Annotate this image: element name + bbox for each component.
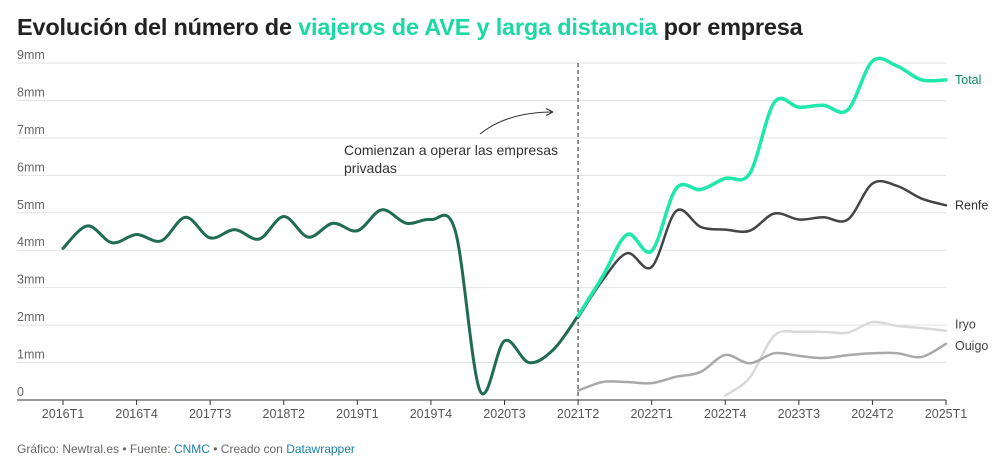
annotation-line-1: Comienzan a operar las empresas xyxy=(344,142,558,158)
y-tick-label: 1mm xyxy=(17,348,45,362)
y-axis: 0 1mm 2mm 3mm 4mm 5mm 6mm 7mm 8mm 9mm xyxy=(17,48,45,399)
series-line-total xyxy=(576,56,948,318)
y-tick-label: 0 xyxy=(17,385,24,399)
x-tick-label: 2022T1 xyxy=(630,407,672,421)
x-axis: 2016T1 2016T4 2017T3 2018T2 2019T1 2019T4 2020… xyxy=(42,400,967,421)
y-tick-label: 7mm xyxy=(17,123,45,137)
source-link[interactable]: CNMC xyxy=(173,442,210,456)
datawrapper-link[interactable]: Datawrapper xyxy=(286,442,355,456)
annotation-text: Comienzan a operar las empresas privadas xyxy=(344,141,594,177)
footer-credit: Gráfico: Newtral.es xyxy=(17,442,120,456)
x-tick-label: 2019T4 xyxy=(410,407,452,421)
y-tick-label: 8mm xyxy=(17,85,45,99)
series-line-iryo xyxy=(724,320,948,397)
series-line-renfe xyxy=(576,179,948,319)
series-line-ouigo xyxy=(576,342,948,392)
title-part-1: Evolución del número de xyxy=(17,14,299,40)
footer: Gráfico: Newtral.es • Fuente: CNMC • Cre… xyxy=(17,442,355,456)
x-tick-label: 2018T2 xyxy=(263,407,305,421)
annotation-line-2: privadas xyxy=(344,160,397,176)
series-label-ouigo: Ouigo xyxy=(955,339,988,353)
series-line-total-pre xyxy=(61,208,580,396)
x-tick-label: 2016T4 xyxy=(115,407,157,421)
series-label-iryo: Iryo xyxy=(955,318,976,332)
x-tick-label: 2020T3 xyxy=(483,407,525,421)
x-tick-label: 2025T1 xyxy=(925,407,967,421)
y-tick-label: 3mm xyxy=(17,273,45,287)
y-tick-label: 6mm xyxy=(17,160,45,174)
y-tick-label: 5mm xyxy=(17,198,45,212)
annotation-arrow xyxy=(479,108,554,135)
series-lines xyxy=(61,56,948,397)
x-tick-label: 2017T3 xyxy=(189,407,231,421)
grid-lines xyxy=(17,62,946,401)
x-tick-label: 2019T1 xyxy=(336,407,378,421)
y-tick-label: 2mm xyxy=(17,310,45,324)
x-tick-label: 2021T2 xyxy=(557,407,599,421)
title-highlight: viajeros de AVE y larga distancia xyxy=(298,14,658,40)
y-tick-label: 4mm xyxy=(17,235,45,249)
x-tick-label: 2022T4 xyxy=(704,407,746,421)
y-tick-label: 9mm xyxy=(17,48,45,62)
series-label-total: Total xyxy=(955,73,981,87)
x-tick-label: 2023T3 xyxy=(778,407,820,421)
chart-title: Evolución del número de viajeros de AVE … xyxy=(17,14,803,41)
series-labels: Total Renfe Iryo Ouigo xyxy=(955,73,988,353)
footer-created-label: • Creado con xyxy=(209,442,287,456)
footer-source-label: • Fuente: xyxy=(119,442,174,456)
x-tick-label: 2024T2 xyxy=(851,407,893,421)
title-part-2: por empresa xyxy=(657,14,803,40)
x-tick-label: 2016T1 xyxy=(42,407,84,421)
series-label-renfe: Renfe xyxy=(955,198,988,212)
